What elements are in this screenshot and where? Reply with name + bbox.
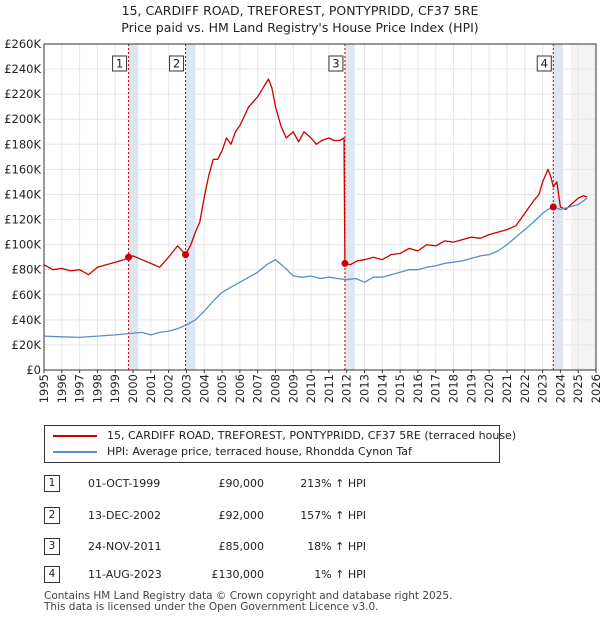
transaction-price: £85,000 bbox=[218, 540, 265, 553]
x-tick-label: 2001 bbox=[144, 374, 158, 403]
x-tick-label: 2004 bbox=[197, 374, 211, 403]
sale-band bbox=[344, 44, 355, 370]
sale-label-box bbox=[328, 55, 344, 72]
x-tick-label: 2021 bbox=[500, 374, 514, 403]
x-tick-label: 2020 bbox=[482, 374, 496, 403]
y-tick-label: £200K bbox=[4, 112, 41, 126]
sale-point bbox=[125, 253, 133, 261]
x-tick-label: 2005 bbox=[215, 374, 229, 403]
x-tick-label: 2006 bbox=[233, 374, 247, 403]
sale-band bbox=[185, 44, 196, 370]
transaction-date: 13-DEC-2002 bbox=[88, 509, 162, 522]
transaction-hpi: 157% ↑ HPI bbox=[300, 509, 366, 522]
sale-label: 3 bbox=[332, 57, 339, 71]
y-tick-label: £240K bbox=[4, 62, 41, 76]
x-tick-label: 2024 bbox=[553, 374, 567, 403]
x-tick-label: 1998 bbox=[90, 374, 104, 403]
y-tick-label: £100K bbox=[4, 238, 41, 252]
x-tick-label: 1995 bbox=[37, 374, 51, 403]
x-tick-label: 2022 bbox=[518, 374, 532, 403]
y-tick-label: £180K bbox=[4, 137, 41, 151]
price-chart: 15, CARDIFF ROAD, TREFOREST, PONTYPRIDD,… bbox=[4, 3, 600, 403]
transaction-hpi: 1% ↑ HPI bbox=[314, 568, 366, 581]
sale-label: 2 bbox=[173, 57, 180, 71]
x-tick-label: 2016 bbox=[411, 374, 425, 403]
x-tick-label: 2007 bbox=[251, 374, 265, 403]
footer-licence: This data is licensed under the Open Gov… bbox=[44, 601, 379, 613]
x-tick-label: 2009 bbox=[286, 374, 300, 403]
x-tick-label: 2026 bbox=[589, 374, 600, 403]
y-tick-label: £160K bbox=[4, 162, 41, 176]
x-tick-label: 2000 bbox=[126, 374, 140, 403]
x-tick-label: 2015 bbox=[393, 374, 407, 403]
transaction-date: 24-NOV-2011 bbox=[88, 540, 162, 553]
legend-property-line bbox=[53, 435, 97, 437]
sale-label-box bbox=[536, 55, 552, 72]
transaction-hpi: 18% ↑ HPI bbox=[307, 540, 366, 553]
x-tick-label: 1996 bbox=[55, 374, 69, 403]
chart-subtitle: Price paid vs. HM Land Registry's House … bbox=[121, 20, 478, 35]
x-tick-label: 2012 bbox=[340, 374, 354, 403]
transaction-hpi: 213% ↑ HPI bbox=[300, 477, 366, 490]
y-tick-label: £20K bbox=[12, 338, 42, 352]
transaction-date: 11-AUG-2023 bbox=[88, 568, 162, 581]
x-tick-label: 2002 bbox=[162, 374, 176, 403]
x-tick-label: 2010 bbox=[304, 374, 318, 403]
property-price-line bbox=[43, 78, 588, 276]
x-tick-label: 2013 bbox=[358, 374, 372, 403]
legend-hpi-label: HPI: Average price, terraced house, Rhon… bbox=[107, 445, 412, 458]
legend-property-label: 15, CARDIFF ROAD, TREFOREST, PONTYPRIDD,… bbox=[107, 429, 517, 442]
x-tick-label: 2003 bbox=[179, 374, 193, 403]
sale-label-box bbox=[169, 55, 185, 72]
y-tick-label: £40K bbox=[12, 313, 42, 327]
y-tick-label: £140K bbox=[4, 187, 41, 201]
y-tick-label: £260K bbox=[4, 37, 41, 51]
x-tick-label: 2008 bbox=[268, 374, 282, 403]
transaction-price: £130,000 bbox=[211, 568, 265, 581]
transaction-price: £90,000 bbox=[218, 477, 265, 490]
x-tick-label: 1999 bbox=[108, 374, 122, 403]
plot-frame bbox=[43, 43, 597, 371]
sale-point bbox=[549, 203, 557, 211]
x-tick-label: 2019 bbox=[464, 374, 478, 403]
legend-item-hpi: HPI: Average price, terraced house, Rhon… bbox=[53, 444, 412, 460]
chart-title: 15, CARDIFF ROAD, TREFOREST, PONTYPRIDD,… bbox=[122, 3, 479, 18]
sale-label: 4 bbox=[541, 57, 548, 71]
plot-area bbox=[44, 44, 596, 370]
legend-hpi-line bbox=[53, 451, 97, 453]
legend: 15, CARDIFF ROAD, TREFOREST, PONTYPRIDD,… bbox=[44, 425, 516, 463]
y-tick-label: £60K bbox=[12, 288, 42, 302]
x-tick-label: 2018 bbox=[447, 374, 461, 403]
hpi-line bbox=[43, 197, 588, 339]
sale-label-box bbox=[112, 55, 128, 72]
sale-point bbox=[341, 259, 349, 267]
sale-point bbox=[182, 251, 190, 259]
y-tick-label: £80K bbox=[12, 263, 42, 277]
y-tick-label: £0 bbox=[26, 363, 41, 377]
x-tick-label: 1997 bbox=[73, 374, 87, 403]
legend-item-property: 15, CARDIFF ROAD, TREFOREST, PONTYPRIDD,… bbox=[53, 428, 516, 444]
transaction-price: £92,000 bbox=[218, 509, 265, 522]
footer-copyright: Contains HM Land Registry data © Crown c… bbox=[44, 590, 453, 602]
y-tick-label: £220K bbox=[4, 87, 41, 101]
sale-label: 1 bbox=[116, 57, 123, 71]
x-tick-label: 2025 bbox=[571, 374, 585, 403]
x-tick-label: 2017 bbox=[429, 374, 443, 403]
transaction-date: 01-OCT-1999 bbox=[88, 477, 161, 490]
x-tick-label: 2014 bbox=[375, 374, 389, 403]
transaction-number: 2 bbox=[44, 507, 60, 524]
sale-band bbox=[553, 44, 564, 370]
y-tick-label: £120K bbox=[4, 213, 41, 227]
transaction-number: 1 bbox=[44, 475, 60, 492]
transaction-number: 3 bbox=[44, 538, 60, 555]
x-tick-label: 2011 bbox=[322, 374, 336, 403]
future-shade bbox=[571, 44, 596, 370]
x-tick-label: 2023 bbox=[536, 374, 550, 403]
transaction-number: 4 bbox=[44, 566, 60, 583]
